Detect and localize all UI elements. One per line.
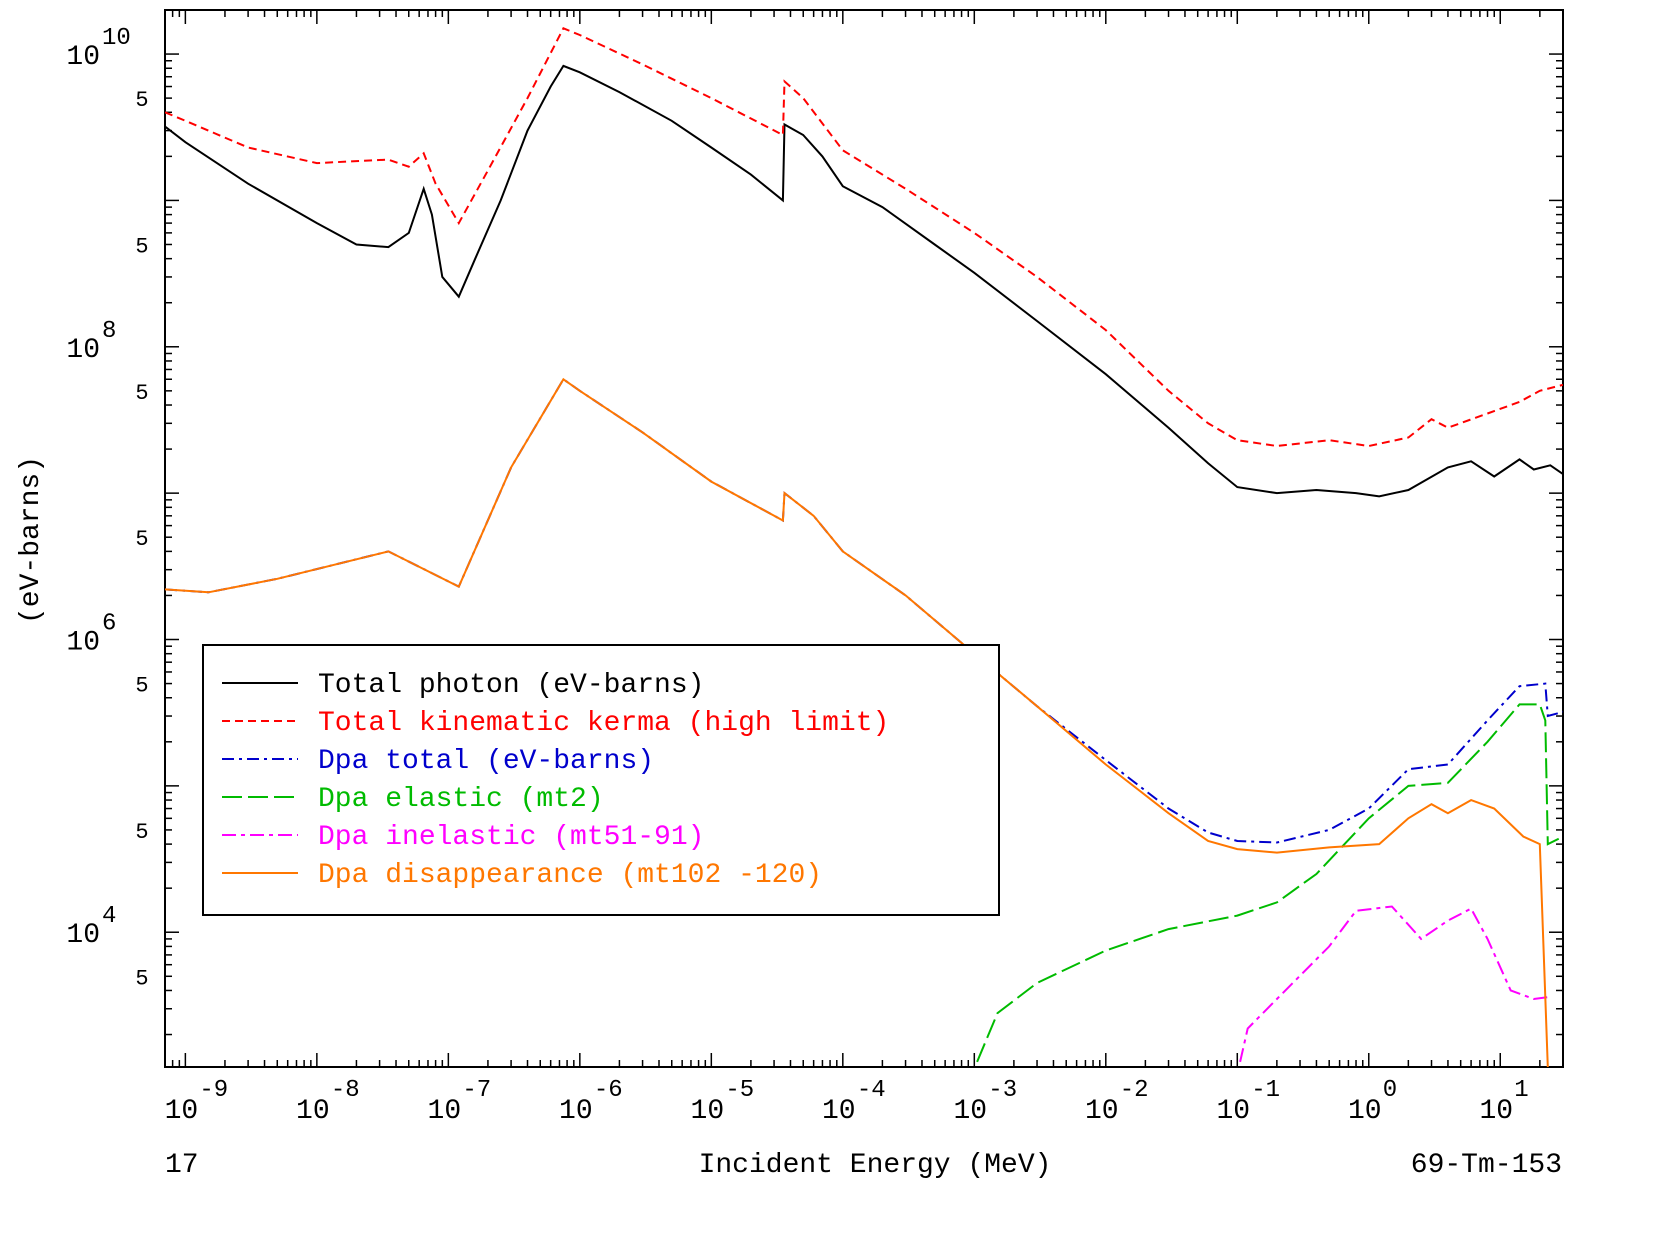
series-line-4 bbox=[976, 703, 1563, 1063]
series-line-1 bbox=[165, 64, 1563, 498]
legend-label: Dpa total (eV-barns) bbox=[318, 746, 654, 777]
x-tick-label-exp: 1 bbox=[1514, 1077, 1528, 1104]
y-tick-label-exp: 4 bbox=[102, 903, 116, 930]
y-tick-label: 108 bbox=[66, 318, 116, 366]
x-tick-label-exp: -9 bbox=[199, 1077, 228, 1104]
x-tick-label-exp: -2 bbox=[1120, 1077, 1149, 1104]
y-tick-label-exp: 8 bbox=[102, 318, 116, 345]
x-tick-label-base: 10 bbox=[165, 1096, 199, 1127]
y-minor-tick-label: 5 bbox=[135, 381, 148, 406]
x-tick-label-exp: -3 bbox=[988, 1077, 1017, 1104]
legend-label: Dpa disappearance (mt102 -120) bbox=[318, 860, 822, 891]
x-tick-label: 10-7 bbox=[428, 1077, 492, 1127]
series-line-6 bbox=[165, 377, 1549, 1067]
x-tick-label: 10-3 bbox=[954, 1077, 1018, 1127]
legend-box bbox=[202, 644, 1000, 916]
x-tick-label: 10-8 bbox=[296, 1077, 360, 1127]
x-tick-label-exp: 0 bbox=[1383, 1077, 1397, 1104]
x-tick-label: 10-6 bbox=[559, 1077, 623, 1127]
x-tick-label-base: 10 bbox=[296, 1096, 330, 1127]
x-tick-label-exp: -7 bbox=[462, 1077, 491, 1104]
series-line-2 bbox=[165, 27, 1563, 448]
legend: Total photon (eV-barns) Total kinematic k… bbox=[202, 644, 1000, 916]
y-minor-tick-label: 5 bbox=[135, 234, 148, 259]
x-tick-label-exp: -1 bbox=[1251, 1077, 1280, 1104]
x-tick-labels: 10-910-810-710-610-510-410-310-210-11001… bbox=[165, 1077, 1529, 1127]
legend-label: Dpa elastic (mt2) bbox=[318, 784, 604, 815]
y-minor-tick-label: 5 bbox=[135, 674, 148, 699]
y-tick-label: 104 bbox=[66, 903, 116, 951]
x-tick-label-base: 10 bbox=[954, 1096, 988, 1127]
y-tick-label: 106 bbox=[66, 611, 116, 659]
plot-frame bbox=[164, 9, 1564, 1068]
x-tick-label-exp: -4 bbox=[857, 1077, 886, 1104]
x-tick-label-base: 10 bbox=[428, 1096, 462, 1127]
y-minor-tick-label: 5 bbox=[135, 820, 148, 845]
y-tick-label-base: 10 bbox=[66, 628, 100, 659]
legend-label: Dpa inelastic (mt51-91) bbox=[318, 822, 704, 853]
x-tick-label-exp: -8 bbox=[331, 1077, 360, 1104]
x-tick-label-base: 10 bbox=[559, 1096, 593, 1127]
footer-right: 69-Tm-153 bbox=[1411, 1150, 1562, 1181]
x-tick-label: 10-1 bbox=[1216, 1077, 1280, 1127]
x-tick-label-base: 10 bbox=[1479, 1096, 1513, 1127]
x-tick-label: 10-2 bbox=[1085, 1077, 1149, 1127]
y-axis-label: (eV-barns) bbox=[16, 456, 47, 624]
x-tick-label: 10-9 bbox=[165, 1077, 229, 1127]
x-tick-label: 100 bbox=[1348, 1077, 1397, 1127]
x-tick-label-base: 10 bbox=[1216, 1096, 1250, 1127]
series-line-5 bbox=[1239, 905, 1548, 1063]
y-tick-label-exp: 10 bbox=[102, 25, 131, 52]
footer-left: 17 bbox=[165, 1150, 199, 1181]
axis-ticks bbox=[164, 9, 1564, 1067]
y-tick-label-base: 10 bbox=[66, 42, 100, 73]
x-axis-label: Incident Energy (MeV) bbox=[699, 1150, 1052, 1181]
y-minor-tick-label: 5 bbox=[135, 88, 148, 113]
x-tick-label-base: 10 bbox=[691, 1096, 725, 1127]
y-tick-label-exp: 6 bbox=[102, 611, 116, 638]
y-minor-tick-label: 5 bbox=[135, 527, 148, 552]
y-tick-label-base: 10 bbox=[66, 920, 100, 951]
x-tick-label-exp: -6 bbox=[594, 1077, 623, 1104]
x-tick-label-base: 10 bbox=[1085, 1096, 1119, 1127]
x-tick-label-base: 10 bbox=[1348, 1096, 1382, 1127]
legend-label: Total photon (eV-barns) bbox=[318, 670, 704, 701]
x-tick-label: 101 bbox=[1479, 1077, 1528, 1127]
x-tick-label-exp: -5 bbox=[725, 1077, 754, 1104]
x-tick-label: 10-5 bbox=[691, 1077, 755, 1127]
x-tick-label-base: 10 bbox=[822, 1096, 856, 1127]
y-tick-label-base: 10 bbox=[66, 335, 100, 366]
legend-label: Total kinematic kerma (high limit) bbox=[318, 708, 889, 739]
x-tick-label: 10-4 bbox=[822, 1077, 886, 1127]
y-minor-tick-label: 5 bbox=[135, 966, 148, 991]
